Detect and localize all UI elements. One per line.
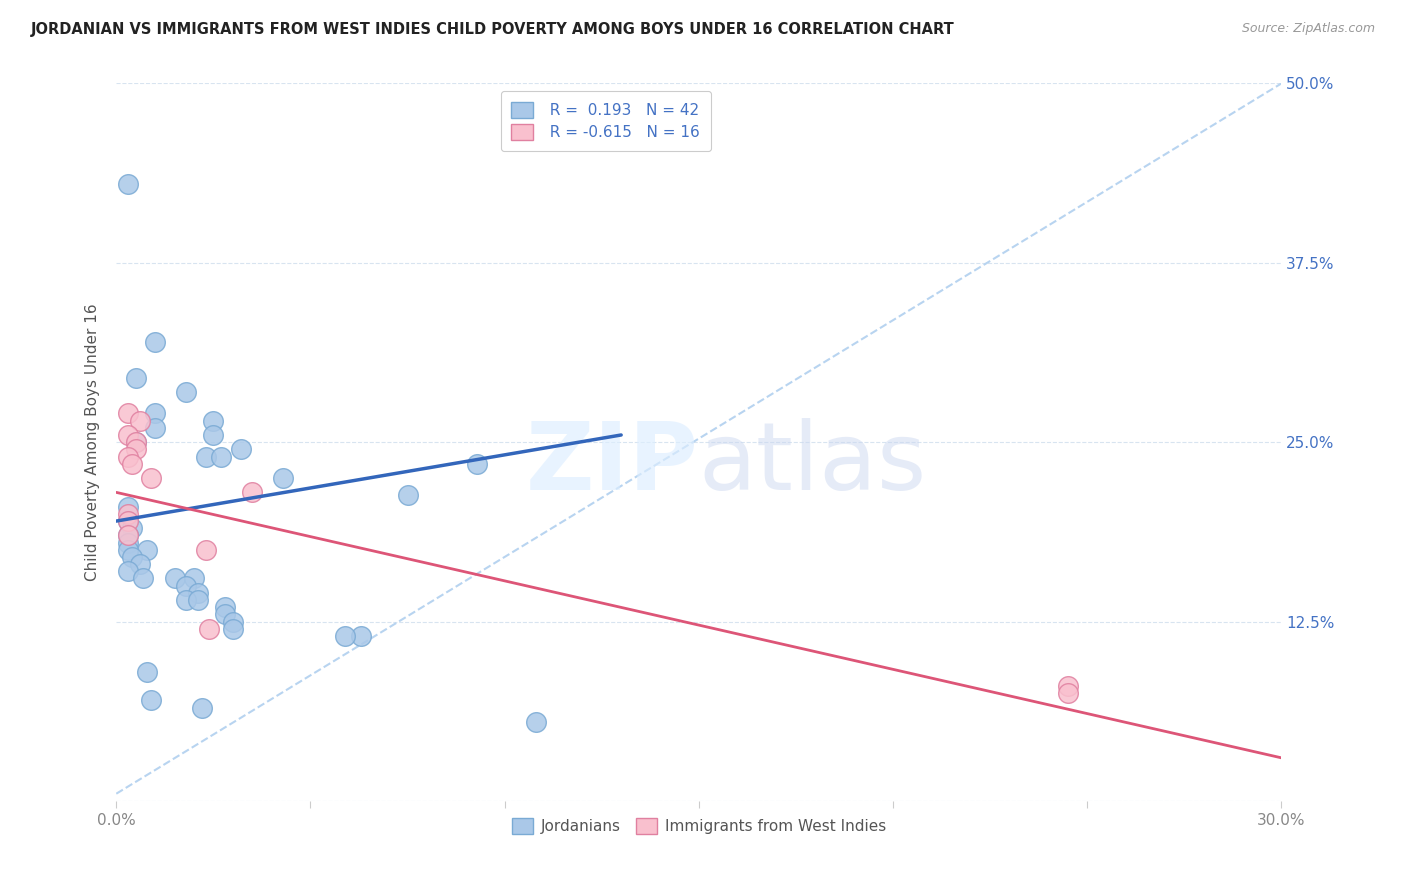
Point xyxy=(117,407,139,421)
Text: ZIP: ZIP xyxy=(526,417,699,509)
Point xyxy=(222,622,245,636)
Point xyxy=(117,500,139,514)
Point xyxy=(1056,686,1078,700)
Point xyxy=(136,542,159,557)
Point xyxy=(271,471,294,485)
Text: Source: ZipAtlas.com: Source: ZipAtlas.com xyxy=(1241,22,1375,36)
Point xyxy=(163,572,186,586)
Point xyxy=(240,485,263,500)
Point xyxy=(209,450,232,464)
Point xyxy=(125,370,148,384)
Y-axis label: Child Poverty Among Boys Under 16: Child Poverty Among Boys Under 16 xyxy=(86,303,100,581)
Point xyxy=(143,421,166,435)
Point xyxy=(117,450,139,464)
Point xyxy=(121,549,143,564)
Point xyxy=(128,557,150,571)
Point xyxy=(183,572,205,586)
Text: JORDANIAN VS IMMIGRANTS FROM WEST INDIES CHILD POVERTY AMONG BOYS UNDER 16 CORRE: JORDANIAN VS IMMIGRANTS FROM WEST INDIES… xyxy=(31,22,955,37)
Point xyxy=(117,507,139,521)
Point xyxy=(335,629,357,643)
Point xyxy=(117,564,139,578)
Point xyxy=(132,572,155,586)
Point xyxy=(174,593,197,607)
Point xyxy=(141,471,163,485)
Legend: Jordanians, Immigrants from West Indies: Jordanians, Immigrants from West Indies xyxy=(502,808,896,844)
Point xyxy=(143,334,166,349)
Point xyxy=(117,177,139,191)
Point xyxy=(125,435,148,450)
Point xyxy=(524,714,547,729)
Point xyxy=(117,514,139,528)
Point xyxy=(174,384,197,399)
Point xyxy=(128,414,150,428)
Point xyxy=(194,450,217,464)
Point xyxy=(214,600,236,615)
Point xyxy=(174,579,197,593)
Point xyxy=(396,488,419,502)
Point xyxy=(121,457,143,471)
Point xyxy=(141,693,163,707)
Point xyxy=(136,665,159,679)
Point xyxy=(117,528,139,542)
Text: atlas: atlas xyxy=(699,417,927,509)
Point xyxy=(214,607,236,622)
Point xyxy=(202,414,225,428)
Point xyxy=(229,442,252,457)
Point xyxy=(198,622,221,636)
Point xyxy=(117,514,139,528)
Point xyxy=(222,615,245,629)
Point xyxy=(1056,679,1078,693)
Point xyxy=(187,586,209,600)
Point xyxy=(117,428,139,442)
Point xyxy=(350,629,373,643)
Point xyxy=(117,528,139,542)
Point xyxy=(125,442,148,457)
Point xyxy=(467,457,489,471)
Point xyxy=(125,435,148,450)
Point xyxy=(117,535,139,549)
Point xyxy=(202,428,225,442)
Point xyxy=(194,542,217,557)
Point xyxy=(143,407,166,421)
Point xyxy=(190,700,212,714)
Point xyxy=(121,521,143,535)
Point xyxy=(187,593,209,607)
Point xyxy=(117,542,139,557)
